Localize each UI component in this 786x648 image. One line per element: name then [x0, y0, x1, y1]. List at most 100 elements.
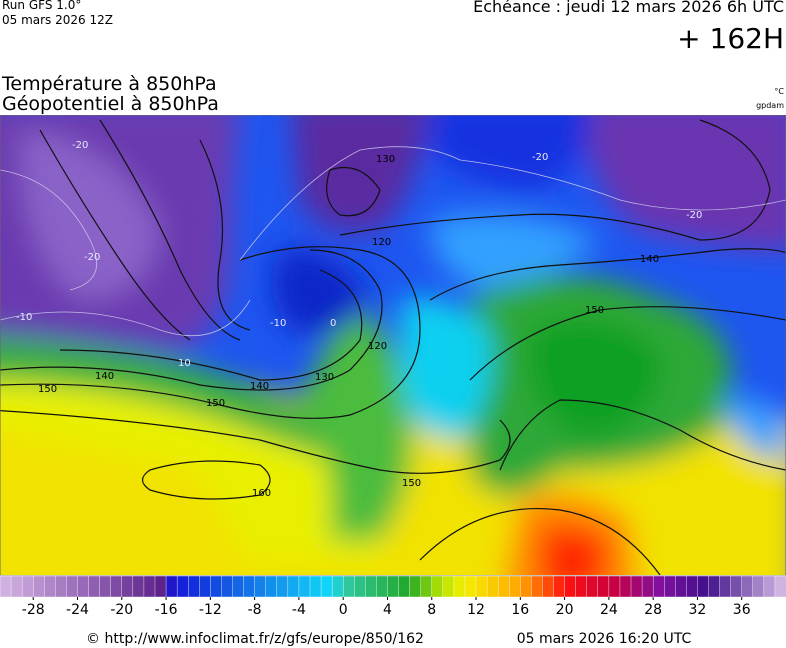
isotherms: [0, 146, 786, 337]
iso-label: 0: [330, 318, 336, 329]
colorbar-swatch: [586, 575, 599, 598]
colorbar-tick-label: -4: [292, 602, 306, 618]
colorbar-swatch: [331, 575, 344, 598]
colorbar-swatch: [44, 575, 56, 598]
geo-label: 150: [206, 398, 225, 409]
colorbar-swatch: [630, 575, 643, 598]
colorbar-swatch: [232, 575, 245, 598]
title-temperature: Température à 850hPa: [1, 73, 217, 95]
colorbar-swatch: [752, 575, 765, 598]
geo-label: 140: [95, 371, 114, 382]
colorbar-swatch: [210, 575, 222, 598]
colorbar-swatch: [110, 575, 123, 598]
colorbar-swatch: [221, 575, 233, 598]
colorbar-swatch: [243, 575, 256, 598]
colorbar-tick-label: 36: [733, 602, 751, 618]
colorbar-swatch: [542, 575, 555, 598]
colorbar-swatch: [21, 575, 34, 598]
geopotential-contours: [0, 119, 786, 575]
colorbar-swatch: [55, 575, 67, 598]
colorbar-swatch: [575, 575, 588, 598]
colorbar-swatch: [675, 575, 687, 598]
colorbar-tick-label: 12: [467, 602, 485, 618]
source-link[interactable]: © http://www.infoclimat.fr/z/gfs/europe/…: [86, 631, 424, 647]
isotherm-labels: -20 -20 -20 -10 10 -10 0 -20: [16, 140, 702, 369]
colorbar-swatch: [486, 575, 499, 598]
colorbar-swatch: [10, 575, 23, 598]
colorbar-swatch: [531, 575, 543, 598]
geo-label: 140: [250, 381, 269, 392]
colorbar-tick-label: 0: [339, 602, 348, 618]
run-date: 05 mars 2026 12Z: [2, 13, 113, 27]
colorbar-swatch: [686, 575, 698, 598]
colorbar-swatch: [66, 575, 78, 598]
colorbar-swatch: [708, 575, 721, 598]
colorbar-tick-label: 8: [427, 602, 436, 618]
unit-temperature: °C: [774, 87, 784, 96]
colorbar-swatch: [509, 575, 521, 598]
valid-time: Echéance : jeudi 12 mars 2026 6h UTC: [473, 0, 784, 16]
colorbar-swatch: [564, 575, 577, 598]
colorbar-swatch: [254, 575, 267, 598]
colorbar-swatch: [453, 575, 466, 598]
colorbar-tick-label: 20: [556, 602, 574, 618]
colorbar-tick-label: -28: [22, 602, 45, 618]
geo-label: 150: [585, 305, 604, 316]
colorbar-swatch: [276, 575, 289, 598]
colorbar-swatch: [0, 575, 12, 598]
unit-geopotential: gpdam: [756, 101, 784, 110]
iso-label: -20: [686, 210, 702, 221]
lead-time: + 162H: [677, 22, 784, 55]
geo-label: 150: [38, 384, 57, 395]
iso-label: -20: [84, 252, 100, 263]
iso-label: 10: [178, 358, 191, 369]
colorbar-swatch: [298, 575, 311, 598]
colorbar-swatch: [442, 575, 455, 598]
colorbar-swatch: [265, 575, 278, 598]
iso-label: -10: [16, 312, 32, 323]
geopotential-labels: 140 150 130 120 160 140 150 150 140 150 …: [38, 154, 659, 499]
colorbar-tick-label: 28: [644, 602, 662, 618]
geo-label: 150: [402, 478, 421, 489]
colorbar-swatch: [741, 575, 754, 598]
generated-time: 05 mars 2026 16:20 UTC: [517, 631, 692, 647]
colorbar-swatch: [697, 575, 710, 598]
colorbar-swatch: [409, 575, 422, 598]
iso-label: -20: [72, 140, 88, 151]
geo-label: 120: [372, 237, 391, 248]
map: 140 150 130 120 160 140 150 150 140 150 …: [0, 115, 786, 575]
colorbar-swatch: [33, 575, 45, 598]
colorbar-swatch: [497, 575, 510, 598]
colorbar-tick-label: -16: [155, 602, 178, 618]
colorbar-swatch: [730, 575, 743, 598]
colorbar: -28 -24 -20 -16 -12 -8 -4 0 4 8 12 16 20 24 28 32 36: [0, 575, 786, 618]
colorbar-tick-label: 4: [383, 602, 392, 618]
colorbar-swatch: [99, 575, 112, 598]
colorbar-tick-label: -20: [110, 602, 133, 618]
colorbar-swatch: [320, 575, 333, 598]
colorbar-swatch: [187, 575, 200, 598]
colorbar-tick-label: 24: [600, 602, 618, 618]
colorbar-swatch: [376, 575, 388, 598]
colorbar-swatch: [143, 575, 156, 598]
colorbar-tick-label: -24: [66, 602, 89, 618]
colorbar-swatch: [354, 575, 366, 598]
run: Run GFS 1.0°: [2, 0, 81, 12]
colorbar-swatch: [475, 575, 488, 598]
colorbar-swatch: [763, 575, 776, 598]
geo-label: 140: [640, 254, 659, 265]
colorbar-swatch: [121, 575, 134, 598]
colorbar-swatch: [719, 575, 732, 598]
colorbar-tick-label: 16: [511, 602, 529, 618]
colorbar-swatch: [88, 575, 101, 598]
colorbar-swatch: [553, 575, 566, 598]
colorbar-swatch: [287, 575, 300, 598]
colorbar-swatch: [154, 575, 167, 598]
colorbar-tick-label: -8: [248, 602, 262, 618]
colorbar-swatch: [608, 575, 621, 598]
colorbar-swatch: [664, 575, 676, 598]
iso-label: -10: [270, 318, 286, 329]
colorbar-swatch: [309, 575, 322, 598]
colorbar-swatch: [619, 575, 632, 598]
